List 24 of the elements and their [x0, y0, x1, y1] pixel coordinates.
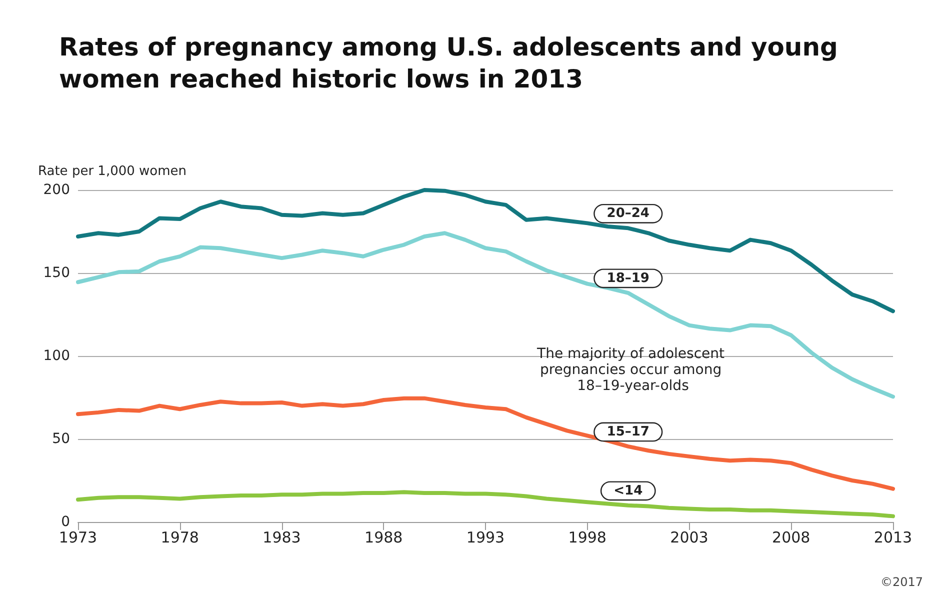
- x-tick-label: 1973: [58, 528, 98, 546]
- x-tick-label: 2008: [772, 528, 810, 546]
- y-tick-label: 0: [61, 514, 70, 530]
- x-tick-label: 1998: [568, 528, 606, 546]
- series-label: <14: [614, 483, 643, 498]
- annotation: The majority of adolescent pregnancies occur among 18–19-year-olds: [536, 346, 729, 394]
- x-tick-label: 2003: [670, 528, 708, 546]
- x-tick-label: 1988: [364, 528, 403, 546]
- x-tick-label: 1993: [466, 528, 505, 546]
- y-tick-label: 150: [43, 265, 70, 281]
- series-label: 15–17: [606, 424, 650, 440]
- line-series: [76, 231, 895, 399]
- y-tick-label: 50: [52, 431, 70, 447]
- y-tick-label: 100: [43, 348, 70, 364]
- x-tick-label: 2013: [874, 528, 912, 546]
- text: ©2017: [880, 575, 924, 589]
- y-tick-label: 200: [43, 182, 70, 198]
- y-axis-title: Rate per 1,000 women: [38, 164, 187, 179]
- x-tick-label: 1978: [160, 528, 199, 546]
- series-label: 20–24: [606, 206, 650, 222]
- chart-title: Rates of pregnancy among U.S. adolescents and young women reached historic lows in 2013: [59, 32, 847, 94]
- series-label: 18–19: [606, 270, 650, 286]
- line-series: [76, 188, 895, 314]
- x-tick-label: 1983: [262, 528, 301, 546]
